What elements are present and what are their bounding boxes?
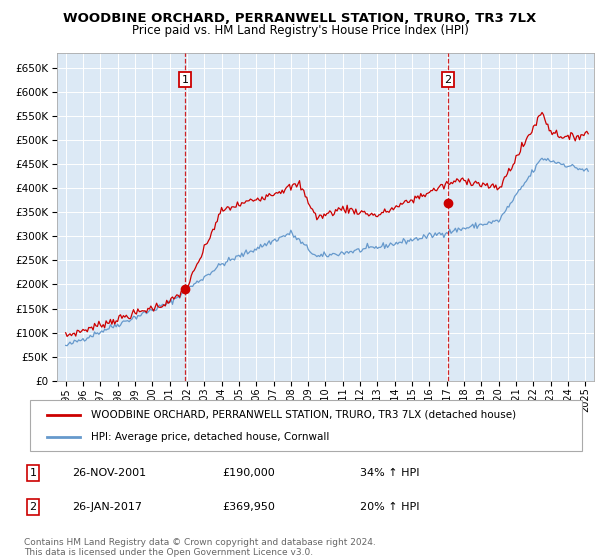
Text: WOODBINE ORCHARD, PERRANWELL STATION, TRURO, TR3 7LX: WOODBINE ORCHARD, PERRANWELL STATION, TR… <box>64 12 536 25</box>
Text: HPI: Average price, detached house, Cornwall: HPI: Average price, detached house, Corn… <box>91 432 329 442</box>
Text: WOODBINE ORCHARD, PERRANWELL STATION, TRURO, TR3 7LX (detached house): WOODBINE ORCHARD, PERRANWELL STATION, TR… <box>91 409 516 419</box>
Text: 34% ↑ HPI: 34% ↑ HPI <box>360 468 419 478</box>
Text: 26-JAN-2017: 26-JAN-2017 <box>72 502 142 512</box>
Text: Contains HM Land Registry data © Crown copyright and database right 2024.
This d: Contains HM Land Registry data © Crown c… <box>24 538 376 557</box>
Text: 26-NOV-2001: 26-NOV-2001 <box>72 468 146 478</box>
Text: £369,950: £369,950 <box>222 502 275 512</box>
Text: 1: 1 <box>182 74 188 85</box>
Text: Price paid vs. HM Land Registry's House Price Index (HPI): Price paid vs. HM Land Registry's House … <box>131 24 469 36</box>
Text: 1: 1 <box>29 468 37 478</box>
Text: £190,000: £190,000 <box>222 468 275 478</box>
FancyBboxPatch shape <box>30 400 582 451</box>
Text: 2: 2 <box>445 74 452 85</box>
Text: 2: 2 <box>29 502 37 512</box>
Text: 20% ↑ HPI: 20% ↑ HPI <box>360 502 419 512</box>
